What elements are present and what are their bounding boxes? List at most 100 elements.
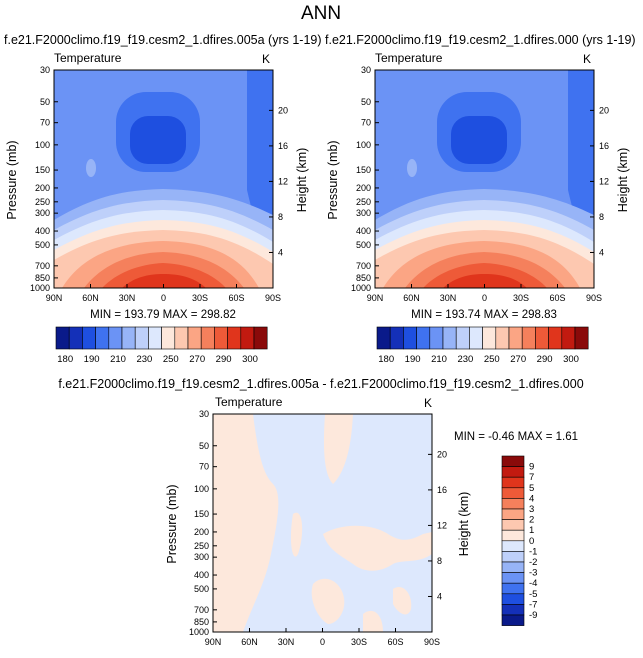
colorbar-swatch	[108, 326, 123, 350]
colorbar-swatch	[442, 326, 457, 350]
colorbar-swatch	[469, 326, 483, 350]
y2-tick-label: 8	[599, 212, 604, 222]
y-tick-label: 700	[356, 261, 371, 271]
variable-label: Temperature	[54, 51, 122, 65]
y2-tick-label: 12	[437, 520, 447, 530]
y-tick-label: 1000	[189, 627, 209, 637]
x-tick-label: 30N	[119, 293, 136, 303]
stats-label: MIN = -0.46 MAX = 1.61	[454, 431, 578, 443]
y-tick-label: 700	[194, 605, 209, 615]
colorbar-label: 250	[163, 354, 179, 365]
x-tick-label: 60S	[549, 293, 565, 303]
page-title: ANN	[301, 3, 341, 24]
colorbar-swatch	[240, 326, 255, 350]
panel-test-temperature: f.e21.F2000climo.f19_f19.cesm2_1.dfires.…	[325, 33, 636, 365]
y-tick-label: 100	[356, 140, 371, 150]
colorbar-label: 230	[457, 354, 473, 365]
x-axis: 90N 60N 30N 0 30S 60S 90S	[205, 628, 440, 647]
y2-tick-label: 12	[599, 176, 609, 186]
colorbar-swatch	[148, 326, 162, 350]
y-tick-label: 30	[199, 409, 209, 419]
colorbar-label: 230	[136, 354, 152, 365]
colorbar-swatch	[501, 519, 525, 531]
colorbar-label: 2	[529, 515, 534, 526]
y2-tick-label: 8	[437, 556, 442, 566]
y-tick-label: 100	[35, 140, 50, 150]
colorbar-swatch	[187, 326, 202, 350]
difference-field	[213, 414, 432, 632]
x-tick-label: 90N	[205, 637, 222, 647]
x-tick-label: 60N	[241, 637, 258, 647]
colorbar-label: 270	[189, 354, 205, 365]
colorbar-swatch	[429, 326, 444, 350]
colorbar-label: 210	[431, 354, 447, 365]
colorbar-label: -2	[529, 557, 537, 568]
x-tick-label: 60N	[403, 293, 420, 303]
colorbar-swatch	[389, 326, 404, 350]
colorbar-swatch	[121, 326, 136, 350]
colorbar-swatch	[416, 326, 431, 350]
colorbar-label: 1	[529, 525, 534, 536]
colorbar-label: 180	[57, 354, 73, 365]
stats-label: MIN = 193.74 MAX = 298.83	[411, 309, 557, 321]
colorbar-swatch	[174, 326, 189, 350]
panel-subtitle: f.e21.F2000climo.f19_f19.cesm2_1.dfires.…	[325, 33, 636, 47]
y-tick-label: 500	[356, 240, 371, 250]
y-tick-label: 400	[35, 226, 50, 236]
y2-tick-label: 20	[599, 105, 609, 115]
colorbar-label: 190	[84, 354, 100, 365]
temperature-field	[54, 70, 273, 288]
colorbar-swatch	[253, 326, 268, 350]
y-tick-label: 50	[40, 97, 50, 107]
colorbar-swatch	[403, 326, 417, 350]
y2-axis: 20 16 12 8 4	[590, 105, 609, 257]
colorbar-label: 270	[510, 354, 526, 365]
x-tick-label: 90S	[586, 293, 602, 303]
y2-tick-label: 4	[599, 247, 604, 257]
colorbar-swatch	[214, 326, 228, 350]
panel-difference-temperature: f.e21.F2000climo.f19_f19.cesm2_1.dfires.…	[58, 377, 583, 647]
y-tick-label: 100	[194, 484, 209, 494]
colorbar-swatch	[501, 572, 525, 584]
x-tick-label: 90N	[367, 293, 384, 303]
colorbar-swatch	[227, 326, 242, 350]
y-tick-label: 250	[194, 541, 209, 551]
y-tick-label: 150	[356, 165, 371, 175]
colorbar-swatch	[501, 593, 525, 605]
colorbar-swatch	[574, 326, 589, 350]
colorbar-swatch	[501, 508, 525, 520]
colorbar-swatch	[482, 326, 497, 350]
y2-axis-label: Height (km)	[295, 148, 309, 213]
x-tick-label: 90S	[265, 293, 281, 303]
y-tick-label: 70	[199, 462, 209, 472]
x-tick-label: 60N	[82, 293, 99, 303]
y-tick-label: 850	[356, 273, 371, 283]
y2-tick-label: 20	[437, 449, 447, 459]
colorbar-swatch	[68, 326, 83, 350]
y2-tick-label: 16	[278, 141, 288, 151]
y-tick-label: 1000	[30, 283, 50, 293]
y2-axis: 20 16 12 8 4	[428, 449, 447, 601]
colorbar-swatch	[501, 529, 525, 542]
y2-tick-label: 12	[278, 176, 288, 186]
colorbar-swatch	[501, 487, 525, 499]
colorbar-label: 5	[529, 483, 534, 494]
y-tick-label: 250	[35, 197, 50, 207]
units-label: K	[424, 396, 432, 410]
colorbar: 180 190 210 230 250 270 290 300	[376, 326, 589, 365]
x-tick-label: 0	[161, 293, 166, 303]
y2-axis-label: Height (km)	[457, 492, 471, 557]
colorbar-swatch	[501, 455, 525, 467]
y-tick-label: 300	[356, 208, 371, 218]
colorbar-swatch	[501, 551, 525, 563]
colorbar-label: 190	[405, 354, 421, 365]
colorbar-swatch	[501, 582, 525, 595]
colorbar-swatch	[161, 326, 176, 350]
colorbar-swatch	[548, 326, 563, 350]
colorbar-label: -9	[529, 610, 537, 621]
y-tick-label: 150	[194, 509, 209, 519]
temperature-field	[375, 70, 594, 288]
colorbar-swatch	[501, 540, 525, 552]
